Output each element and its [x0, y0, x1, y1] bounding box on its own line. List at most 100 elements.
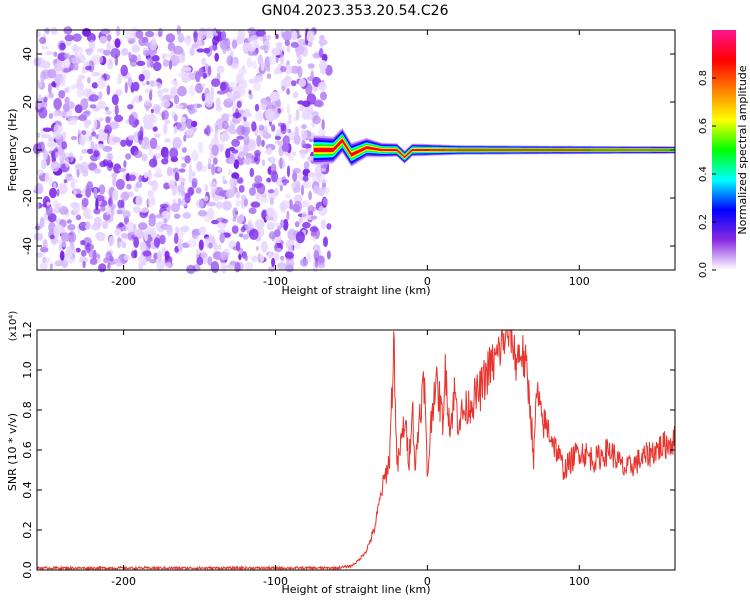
heatmap-noise-cell [174, 172, 180, 182]
heatmap-noise-cell [221, 218, 229, 224]
snr-series-line [36, 329, 676, 572]
heatmap-noise-cell [211, 163, 216, 176]
heatmap-noise-cell [103, 49, 111, 56]
heatmap-noise-cell [275, 33, 279, 40]
heatmap-noise-cell [122, 210, 131, 219]
heatmap-noise-cell [161, 110, 169, 120]
heatmap-noise-cell [181, 162, 187, 168]
heatmap-noise-cell [162, 94, 173, 100]
heatmap-noise-cell [86, 214, 94, 220]
heatmap-noise-cell [193, 31, 198, 43]
heatmap-noise-cell [144, 230, 148, 242]
heatmap-noise-cell [76, 168, 80, 178]
heatmap-noise-cell [142, 64, 146, 75]
heatmap-noise-cell [320, 91, 327, 101]
heatmap-noise-cell [220, 134, 226, 143]
heatmap-noise-cell [181, 147, 187, 153]
heatmap-noise-cell [77, 82, 85, 90]
heatmap-noise-cell [82, 88, 91, 98]
heatmap-noise-cell [64, 96, 70, 105]
heatmap-noise-cell [198, 141, 204, 154]
heatmap-noise-cell [150, 80, 155, 87]
heatmap-noise-cell [41, 45, 49, 50]
heatmap-noise-cell [128, 135, 135, 141]
heatmap-noise-cell [105, 251, 113, 261]
heatmap-noise-cell [157, 89, 163, 98]
heatmap-noise-cell [280, 256, 284, 265]
heatmap-noise-cell [194, 83, 204, 94]
heatmap-noise-cell [258, 124, 265, 131]
y-tick-label: 1.2 [21, 321, 34, 339]
heatmap-noise-cell [300, 258, 309, 267]
heatmap-noise-cell [326, 223, 332, 230]
heatmap-noise-cell [236, 124, 246, 136]
heatmap-noise-cell [80, 98, 89, 111]
heatmap-noise-cell [53, 123, 60, 136]
heatmap-noise-cell [288, 113, 292, 125]
heatmap-noise-cell [124, 32, 133, 41]
heatmap-noise-cell [226, 97, 236, 103]
heatmap-noise-cell [133, 150, 143, 159]
heatmap-noise-cell [51, 150, 56, 159]
heatmap-noise-cell [94, 143, 98, 150]
heatmap-noise-cell [88, 135, 92, 141]
heatmap-noise-cell [282, 218, 289, 231]
heatmap-noise-cell [67, 117, 78, 126]
heatmap-noise-cell [120, 191, 130, 201]
heatmap-noise-cell [211, 144, 219, 156]
heatmap-noise-cell [153, 237, 161, 248]
heatmap-noise-cell [146, 80, 150, 85]
snr-x-axis-label: Height of straight line (km) [281, 583, 430, 596]
snr-y-multiplier: (x10⁴) [8, 311, 19, 342]
heatmap-noise-cell [222, 200, 232, 211]
heatmap-noise-cell [205, 92, 214, 105]
heatmap-noise-cell [323, 236, 328, 248]
heatmap-noise-cell [265, 108, 274, 121]
heatmap-noise-cell [56, 188, 60, 197]
heatmap-noise-cell [177, 242, 184, 251]
heatmap-noise-cell [135, 181, 143, 189]
heatmap-noise-cell [53, 148, 58, 153]
heatmap-noise-cell [38, 93, 42, 102]
heatmap-noise-cell [61, 141, 68, 150]
heatmap-noise-cell [128, 52, 132, 59]
heatmap-noise-cell [286, 120, 289, 133]
heatmap-noise-cell [231, 225, 239, 234]
heatmap-noise-cell [178, 72, 184, 78]
heatmap-noise-cell [150, 227, 157, 239]
heatmap-noise-cell [301, 46, 308, 57]
heatmap-noise-cell [307, 204, 315, 214]
heatmap-noise-cell [178, 177, 187, 183]
heatmap-noise-cell [223, 180, 228, 185]
heatmap-noise-cell [185, 118, 194, 129]
heatmap-noise-cell [117, 73, 122, 85]
heatmap-noise-cell [249, 187, 256, 196]
heatmap-noise-cell [302, 221, 311, 229]
x-tick-label: -200 [111, 575, 136, 588]
heatmap-noise-cell [114, 38, 121, 49]
heatmap-noise-cell [56, 60, 66, 71]
heatmap-noise-cell [265, 215, 269, 221]
heatmap-noise-cell [61, 259, 69, 269]
heatmap-noise-cell [312, 115, 322, 125]
heatmap-noise-cell [141, 81, 147, 87]
heatmap-noise-cell [105, 116, 111, 124]
heatmap-noise-cell [111, 172, 118, 178]
heatmap-noise-cell [80, 161, 89, 174]
heatmap-noise-cell [286, 165, 291, 178]
heatmap-noise-cell [271, 257, 276, 267]
heatmap-noise-cell [95, 232, 104, 240]
heatmap-noise-cell [255, 73, 264, 83]
heatmap-noise-cell [280, 65, 287, 73]
heatmap-noise-cell [120, 64, 128, 77]
heatmap-noise-cell [255, 29, 266, 37]
heatmap-noise-cell [163, 53, 172, 58]
heatmap-noise-cell [292, 167, 301, 174]
heatmap-noise-cell [191, 43, 199, 49]
heatmap-noise-cell [238, 151, 244, 159]
heatmap-noise-cell [99, 55, 104, 64]
heatmap-noise-cell [132, 81, 140, 92]
heatmap-noise-cell [39, 36, 46, 45]
heatmap-noise-cell [201, 57, 207, 66]
heatmap-noise-cell [100, 28, 111, 35]
